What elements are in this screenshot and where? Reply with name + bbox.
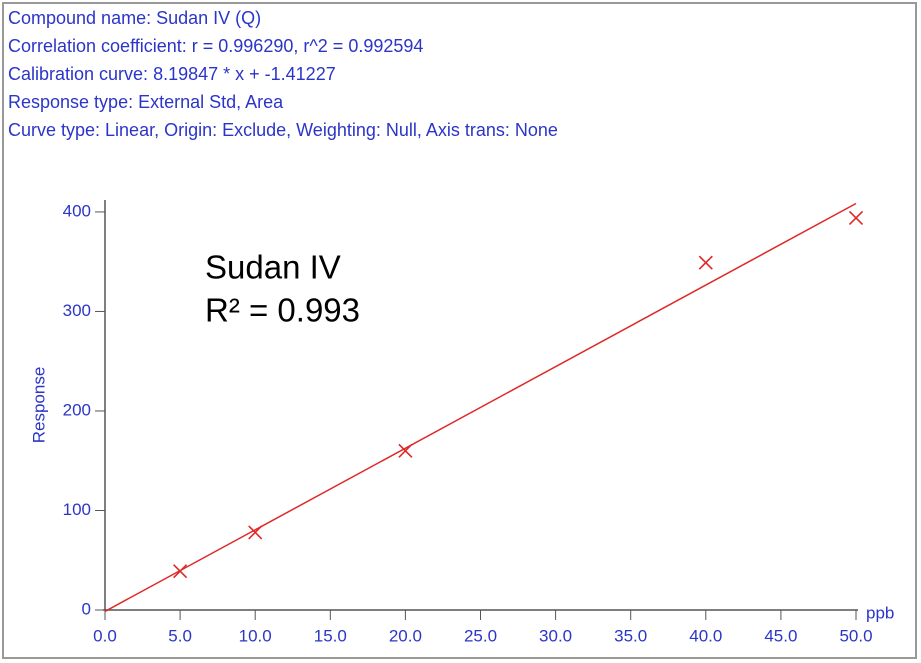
x-tick-label: 25.0	[464, 626, 497, 645]
y-tick-label: 300	[63, 301, 91, 320]
x-tick-label: 50.0	[839, 626, 872, 645]
y-tick-label: 0	[82, 599, 91, 618]
x-tick-label: 35.0	[614, 626, 647, 645]
x-tick-label: 0.0	[93, 626, 117, 645]
header-line: Response type: External Std, Area	[8, 92, 284, 112]
x-axis-label: ppb	[866, 603, 894, 622]
y-tick-label: 400	[63, 201, 91, 220]
header-line: Compound name: Sudan IV (Q)	[8, 8, 261, 28]
x-tick-label: 10.0	[239, 626, 272, 645]
x-tick-label: 30.0	[539, 626, 572, 645]
y-tick-label: 100	[63, 500, 91, 519]
x-tick-label: 15.0	[314, 626, 347, 645]
y-tick-label: 200	[63, 400, 91, 419]
x-tick-label: 45.0	[764, 626, 797, 645]
x-tick-label: 5.0	[168, 626, 192, 645]
point	[398, 443, 413, 458]
y-axis-label: Response	[29, 367, 48, 444]
point	[698, 255, 713, 270]
point	[173, 564, 188, 579]
x-tick-label: 40.0	[689, 626, 722, 645]
point	[248, 525, 263, 540]
header-line: Calibration curve: 8.19847 * x + -1.4122…	[8, 64, 336, 84]
header-line: Correlation coefficient: r = 0.996290, r…	[8, 36, 423, 56]
annotation: R² = 0.993	[205, 292, 360, 329]
header-line: Curve type: Linear, Origin: Exclude, Wei…	[8, 120, 558, 140]
annotation: Sudan IV	[205, 249, 341, 286]
x-tick-label: 20.0	[389, 626, 422, 645]
fit-line	[104, 202, 857, 613]
point	[848, 210, 864, 225]
